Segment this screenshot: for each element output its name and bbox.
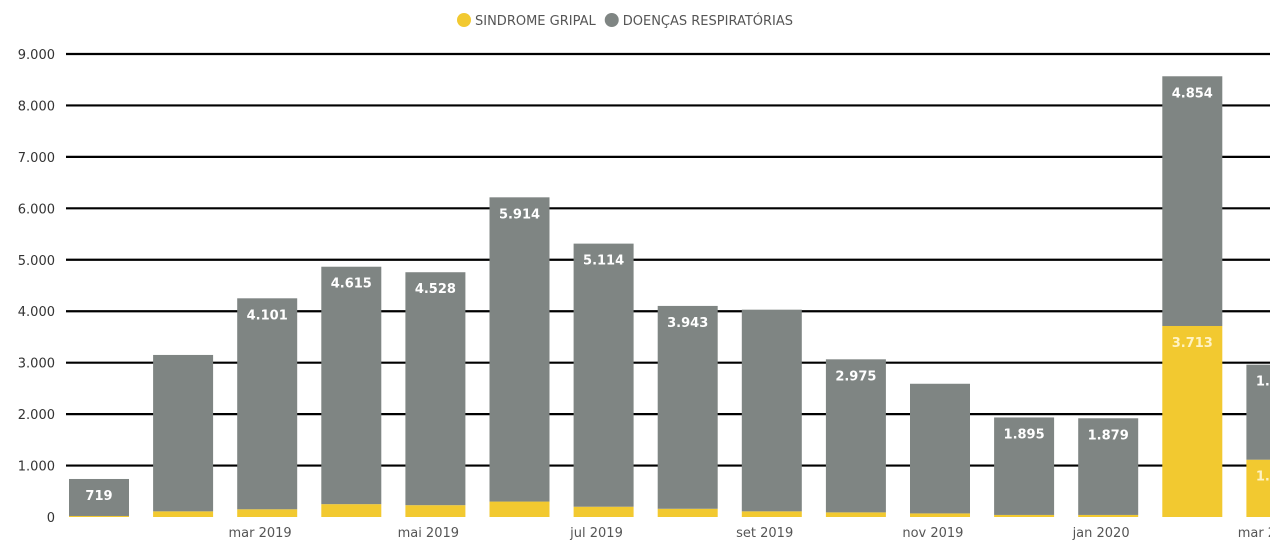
x-tick-label: jan 2020 <box>1072 526 1130 541</box>
data-label-doencas-respiratorias: 1.879 <box>1088 428 1129 443</box>
legend-label-sindrome-gripal: SINDROME GRIPAL <box>475 14 596 29</box>
data-label-doencas-respiratorias: 719 <box>85 489 112 504</box>
bar-sindrome-gripal <box>573 506 634 517</box>
legend-label-doencas-respiratorias: DOENÇAS RESPIRATÓRIAS <box>623 13 793 29</box>
bar-doencas-respiratorias <box>237 298 298 510</box>
bar-doencas-respiratorias <box>153 354 214 512</box>
y-tick-label: 4.000 <box>18 305 55 320</box>
bar-doencas-respiratorias <box>321 266 382 505</box>
x-tick-label: nov 2019 <box>902 526 963 541</box>
legend-marker-doencas-respiratorias <box>604 13 619 27</box>
y-tick-label: 7.000 <box>18 151 55 166</box>
bar-sindrome-gripal <box>1162 325 1223 517</box>
y-tick-label: 5.000 <box>18 254 55 269</box>
y-tick-label: 6.000 <box>18 202 55 217</box>
bar-doencas-respiratorias <box>1246 364 1270 460</box>
bar-sindrome-gripal <box>825 512 886 517</box>
data-label-doencas-respiratorias: 2.975 <box>835 369 876 384</box>
bar-sindrome-gripal <box>405 505 466 517</box>
bar-sindrome-gripal <box>489 501 550 517</box>
data-label-doencas-respiratorias: 5.914 <box>499 207 540 222</box>
x-tick-label: mar 2020 <box>1238 526 1270 541</box>
bar-sindrome-gripal <box>741 511 802 517</box>
y-axis-ticks: 0 1.000 2.000 3.000 4.000 5.000 6.000 7.000 8.00… <box>18 48 55 526</box>
y-tick-label: 1.000 <box>18 460 55 475</box>
bar-sindrome-gripal <box>321 504 382 517</box>
bar-doencas-respiratorias <box>910 383 970 514</box>
bars <box>69 76 1270 517</box>
bar-doencas-respiratorias <box>405 272 466 506</box>
data-label-doencas-respiratorias: 4.101 <box>247 308 288 323</box>
data-label-sindrome-gripal: 3.713 <box>1172 336 1213 351</box>
bar-doencas-respiratorias <box>825 359 886 513</box>
legend-marker-sindrome-gripal <box>457 13 471 27</box>
bar-sindrome-gripal <box>657 508 718 517</box>
data-label-doencas-respiratorias: 4.528 <box>415 282 456 297</box>
bar-doencas-respiratorias <box>657 305 718 509</box>
bar-doencas-respiratorias <box>994 417 1055 515</box>
x-tick-label: mai 2019 <box>398 526 459 541</box>
legend: SINDROME GRIPAL DOENÇAS RESPIRATÓRIAS <box>457 13 793 29</box>
data-label-doencas-respiratorias: 1.895 <box>1004 427 1045 442</box>
y-tick-label: 9.000 <box>18 48 55 63</box>
bar-sindrome-gripal <box>237 509 298 517</box>
data-label-doencas-respiratorias: 1.847 <box>1256 375 1270 390</box>
x-tick-label: set 2019 <box>736 526 793 541</box>
bar-sindrome-gripal <box>1078 514 1139 517</box>
bar-sindrome-gripal <box>69 515 129 517</box>
y-tick-label: 8.000 <box>18 99 55 114</box>
data-label-doencas-respiratorias: 4.854 <box>1172 86 1213 101</box>
x-tick-label: mar 2019 <box>228 526 291 541</box>
bar-doencas-respiratorias <box>1162 76 1223 326</box>
bar-doencas-respiratorias <box>69 478 129 516</box>
bar-sindrome-gripal <box>1246 459 1270 517</box>
data-label-sindrome-gripal: 1.114 <box>1256 470 1270 485</box>
y-tick-label: 3.000 <box>18 357 55 372</box>
bar-sindrome-gripal <box>153 511 214 517</box>
bar-doencas-respiratorias <box>1078 418 1139 515</box>
bar-doencas-respiratorias <box>741 309 802 512</box>
x-tick-label: jul 2019 <box>569 526 623 541</box>
data-label-doencas-respiratorias: 3.943 <box>667 316 708 331</box>
bar-sindrome-gripal <box>910 513 970 517</box>
x-axis-ticks: mar 2019 mai 2019 jul 2019 set 2019 nov 2019… <box>228 526 1270 541</box>
data-labels: 719 4.101 4.615 4.528 5.914 5.114 3.943 2.975 1.… <box>85 86 1270 504</box>
y-tick-label: 0 <box>47 511 55 526</box>
bar-doencas-respiratorias <box>573 243 634 507</box>
y-tick-label: 2.000 <box>18 408 55 423</box>
bar-doencas-respiratorias <box>489 197 550 502</box>
data-label-doencas-respiratorias: 5.114 <box>583 254 624 269</box>
bar-sindrome-gripal <box>994 514 1055 517</box>
data-label-doencas-respiratorias: 4.615 <box>331 277 372 292</box>
